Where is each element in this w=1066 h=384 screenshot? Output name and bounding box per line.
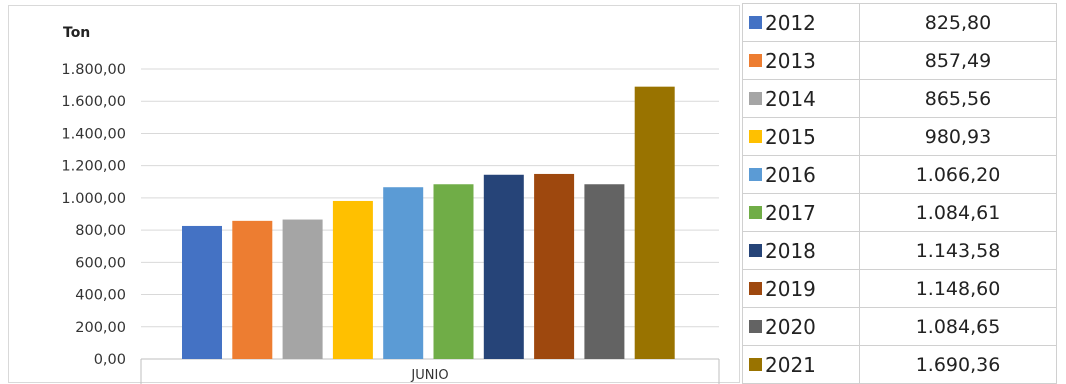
legend-value-cell: 1.148,60 (859, 269, 1057, 308)
y-tick-label: 600,00 (75, 255, 126, 271)
legend-year-label: 2018 (765, 238, 816, 263)
legend-year-cell: 2019 (742, 269, 860, 308)
legend-year-label: 2020 (765, 314, 816, 339)
legend-data-table: 2012 825,80 2013 857,49 2014 865,56 2015 980,93… (742, 3, 1057, 384)
legend-swatch (749, 54, 762, 67)
bar-2020 (584, 184, 625, 359)
legend-year-cell: 2012 (742, 3, 860, 42)
legend-year-label: 2012 (765, 10, 816, 35)
legend-year-cell: 2015 (742, 117, 860, 156)
bar-2017 (433, 184, 474, 359)
legend-value-cell: 857,49 (859, 41, 1057, 80)
legend-row: 2012 825,80 (742, 3, 1057, 42)
legend-year-label: 2019 (765, 276, 816, 301)
legend-year-label: 2017 (765, 200, 816, 225)
legend-value-cell: 1.066,20 (859, 155, 1057, 194)
y-axis-title: Ton (63, 25, 90, 41)
legend-year-cell: 2017 (742, 193, 860, 232)
y-tick-label: 1.800,00 (61, 62, 126, 78)
legend-swatch (749, 320, 762, 333)
y-tick-label: 1.600,00 (61, 94, 126, 110)
legend-swatch (749, 168, 762, 181)
y-tick-label: 0,00 (94, 352, 126, 368)
legend-value-cell: 1.690,36 (859, 345, 1057, 384)
legend-year-cell: 2013 (742, 41, 860, 80)
bar-chart: Ton 0,00 200,00 400,00 600,00 800,00 1.000,00 1… (61, 25, 720, 384)
legend-row: 2019 1.148,60 (742, 269, 1057, 308)
y-tick-label: 1.400,00 (61, 126, 126, 142)
legend-year-cell: 2018 (742, 231, 860, 270)
bar-2013 (232, 220, 273, 359)
bar-2012 (182, 225, 222, 359)
legend-row: 2017 1.084,61 (742, 193, 1057, 232)
y-tick-label: 800,00 (75, 223, 126, 239)
legend-value-cell: 1.084,61 (859, 193, 1057, 232)
y-tick-label: 200,00 (75, 320, 126, 336)
legend-row: 2021 1.690,36 (742, 345, 1057, 384)
y-tick-label: 400,00 (75, 288, 126, 304)
legend-row: 2018 1.143,58 (742, 231, 1057, 270)
y-tick-label: 1.200,00 (61, 159, 126, 175)
legend-swatch (749, 244, 762, 257)
legend-year-cell: 2020 (742, 307, 860, 346)
x-category-label: JUNIO (410, 368, 448, 383)
legend-row: 2020 1.084,65 (742, 307, 1057, 346)
bar-2016 (383, 187, 424, 359)
legend-year-cell: 2014 (742, 79, 860, 118)
legend-year-cell: 2016 (742, 155, 860, 194)
legend-row: 2014 865,56 (742, 79, 1057, 118)
legend-swatch (749, 92, 762, 105)
legend-swatch (749, 130, 762, 143)
bar-2019 (534, 173, 575, 359)
bar-2021 (634, 86, 675, 360)
legend-year-cell: 2021 (742, 345, 860, 384)
legend-year-label: 2014 (765, 86, 816, 111)
bar-2018 (483, 174, 524, 359)
y-tick-label: 1.000,00 (61, 191, 126, 207)
legend-swatch (749, 358, 762, 371)
legend-value-cell: 1.143,58 (859, 231, 1057, 270)
legend-value-cell: 825,80 (859, 3, 1057, 42)
legend-year-label: 2013 (765, 48, 816, 73)
legend-swatch (749, 206, 762, 219)
legend-year-label: 2021 (765, 352, 816, 377)
legend-swatch (749, 282, 762, 295)
bar-2014 (282, 219, 323, 359)
legend-row: 2016 1.066,20 (742, 155, 1057, 194)
legend-year-label: 2016 (765, 162, 816, 187)
legend-swatch (749, 16, 762, 29)
legend-row: 2013 857,49 (742, 41, 1057, 80)
legend-year-label: 2015 (765, 124, 816, 149)
legend-value-cell: 865,56 (859, 79, 1057, 118)
legend-value-cell: 980,93 (859, 117, 1057, 156)
chart-area: Ton 0,00 200,00 400,00 600,00 800,00 1.000,00 1… (8, 5, 740, 384)
legend-row: 2015 980,93 (742, 117, 1057, 156)
bar-2015 (332, 200, 373, 359)
legend-value-cell: 1.084,65 (859, 307, 1057, 346)
